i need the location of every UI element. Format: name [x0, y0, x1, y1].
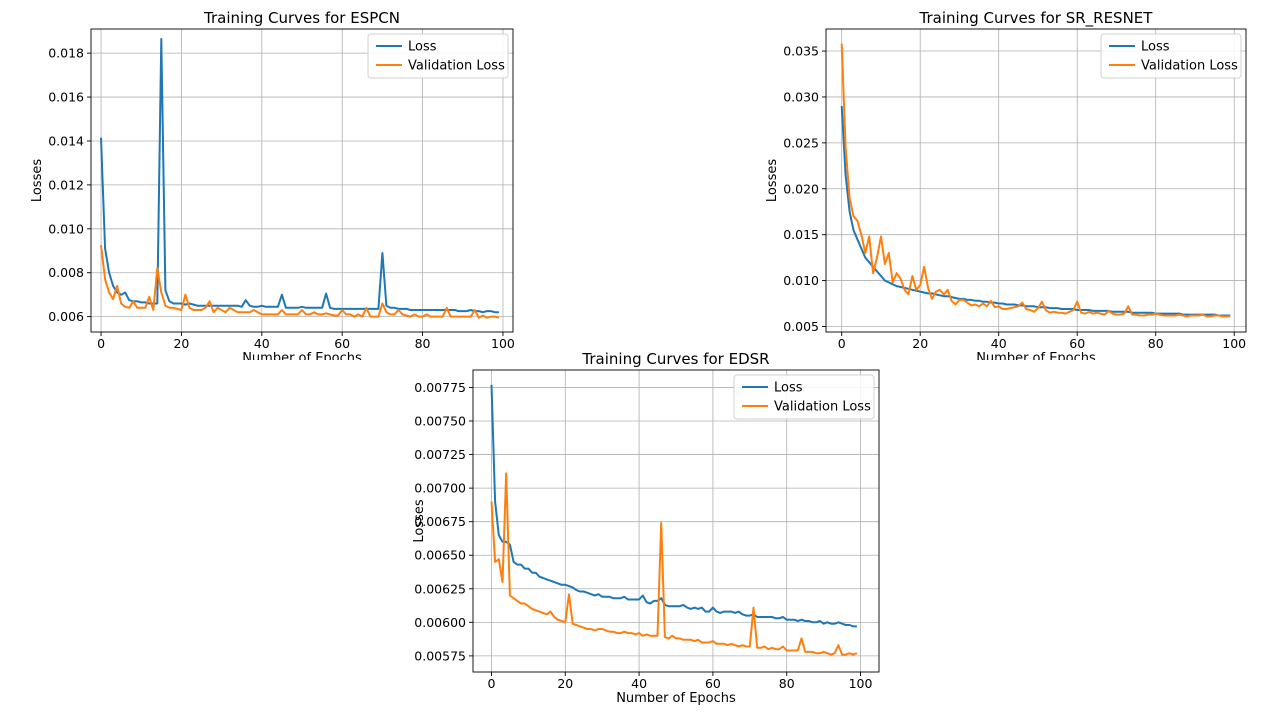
y-tick-label: 0.005: [783, 319, 819, 334]
x-tick-label: 80: [779, 676, 795, 691]
legend-label: Validation Loss: [1141, 59, 1238, 74]
legend-label: Loss: [774, 381, 803, 396]
y-tick-label: 0.00700: [414, 481, 466, 496]
x-tick-label: 80: [1148, 336, 1164, 351]
x-tick-label: 60: [334, 336, 350, 351]
x-tick-label: 40: [254, 336, 270, 351]
x-tick-label: 60: [705, 676, 721, 691]
y-tick-label: 0.018: [48, 46, 84, 61]
grid: [473, 370, 879, 672]
y-tick-label: 0.00575: [414, 648, 466, 663]
x-tick-label: 100: [849, 676, 873, 691]
y-tick-label: 0.035: [783, 44, 819, 59]
edsr-svg: 0 20 40 60 80 100 0.00575 0.00600 0.00625 0.00650…: [412, 350, 880, 706]
chart-title: Training Curves for EDSR: [581, 350, 769, 368]
plot-frame: [472, 369, 880, 673]
y-tick-label: 0.014: [48, 133, 84, 148]
legend: Loss Validation Loss: [733, 374, 875, 420]
plot-frame: [90, 28, 514, 333]
y-tick-label: 0.00725: [414, 447, 466, 462]
series-line-loss: [840, 106, 1231, 317]
x-tick-label: 0: [838, 336, 846, 351]
x-tick-label: 20: [173, 336, 189, 351]
y-tick-label: 0.00675: [414, 514, 466, 529]
y-tick-label: 0.015: [783, 227, 819, 242]
series-line-validation-loss: [490, 472, 858, 656]
legend: Loss Validation Loss: [1100, 33, 1242, 79]
legend-label: Loss: [1141, 40, 1170, 55]
y-axis-label: Losses: [765, 159, 780, 203]
x-tick-label: 100: [1222, 336, 1246, 351]
y-tick-label: 0.020: [783, 181, 819, 196]
legend-box: [1100, 33, 1242, 79]
y-tick-label: 0.00600: [414, 615, 466, 630]
legend: Loss Validation Loss: [367, 33, 509, 79]
series-line-validation-loss: [840, 43, 1231, 318]
legend-label: Validation Loss: [774, 400, 871, 415]
y-tick-label: 0.006: [48, 309, 84, 324]
legend-box: [733, 374, 875, 420]
y-tick-label: 0.010: [783, 273, 819, 288]
y-axis-label: Losses: [30, 159, 45, 203]
y-axis-label: Losses: [412, 499, 427, 543]
x-tick-label: 100: [491, 336, 515, 351]
edsr-chart: 0 20 40 60 80 100 0.00575 0.00600 0.00625 0.00650…: [320, 345, 960, 720]
legend-label: Loss: [408, 40, 437, 55]
sr-resnet-svg: 0 20 40 60 80 100 0.005 0.010 0.015 0.020 0.025 0.0…: [765, 9, 1247, 366]
x-tick-label: 80: [415, 336, 431, 351]
x-tick-label: 0: [487, 676, 495, 691]
y-tick-label: 0.00625: [414, 581, 466, 596]
y-tick-label: 0.00750: [414, 414, 466, 429]
y-tick-label: 0.00775: [414, 380, 466, 395]
series-line-validation-loss: [100, 245, 500, 319]
y-tick-label: 0.012: [48, 177, 84, 192]
sr-resnet-chart: 0 20 40 60 80 100 0.005 0.010 0.015 0.020 0.025 0.0…: [640, 0, 1280, 366]
espcn-chart: 0 20 40 60 80 100 0.006 0.008 0.010 0.012 0.014 0.0…: [0, 0, 640, 366]
series-line-loss: [100, 37, 499, 314]
legend-box: [367, 33, 509, 79]
x-tick-label: 40: [631, 676, 647, 691]
plot-frame: [825, 28, 1247, 333]
legend-label: Validation Loss: [408, 59, 505, 74]
y-tick-label: 0.010: [48, 221, 84, 236]
x-tick-label: 60: [1069, 336, 1085, 351]
x-tick-label: 40: [991, 336, 1007, 351]
y-tick-label: 0.025: [783, 135, 819, 150]
y-tick-label: 0.00650: [414, 548, 466, 563]
chart-title: Training Curves for ESPCN: [203, 9, 400, 27]
grid: [826, 29, 1246, 332]
x-axis-label: Number of Epochs: [616, 691, 736, 706]
y-tick-label: 0.008: [48, 265, 84, 280]
espcn-svg: 0 20 40 60 80 100 0.006 0.008 0.010 0.012 0.014 0.0…: [30, 9, 515, 366]
x-axis-label: Number of Epochs: [976, 351, 1096, 360]
y-tick-label: 0.030: [783, 89, 819, 104]
x-tick-label: 20: [557, 676, 573, 691]
y-tick-label: 0.016: [48, 90, 84, 105]
chart-title: Training Curves for SR_RESNET: [919, 9, 1154, 28]
x-tick-label: 0: [97, 336, 105, 351]
x-tick-label: 20: [912, 336, 928, 351]
series-line-loss: [490, 384, 857, 628]
